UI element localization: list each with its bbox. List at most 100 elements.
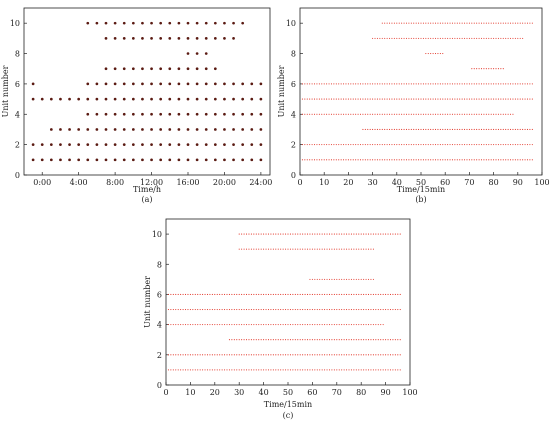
data-point [415, 144, 417, 146]
data-point [195, 128, 199, 131]
series-unit-7 [471, 68, 504, 70]
data-point [408, 159, 410, 161]
data-point [370, 324, 372, 326]
data-point [122, 128, 126, 131]
data-point [285, 339, 287, 341]
data-point [355, 144, 357, 146]
data-point [360, 339, 362, 341]
data-point [270, 293, 272, 296]
data-point [326, 159, 328, 161]
data-point [314, 308, 316, 311]
data-point [182, 324, 184, 326]
data-point [338, 113, 340, 115]
data-point [385, 339, 387, 341]
data-point [370, 369, 372, 371]
data-point [367, 144, 369, 146]
data-point [228, 369, 230, 371]
x-axis-title: Time/15min [397, 185, 445, 194]
data-point [253, 354, 255, 356]
data-point [522, 37, 524, 39]
data-point [297, 248, 299, 250]
data-point [439, 144, 441, 146]
data-point [228, 324, 230, 326]
data-point [456, 128, 458, 131]
data-point [476, 83, 478, 85]
data-point [299, 324, 301, 326]
data-point [422, 37, 424, 39]
data-point [357, 98, 359, 100]
data-point [250, 308, 252, 311]
data-point [328, 278, 331, 280]
y-tick-label: 6 [15, 80, 20, 89]
data-point [287, 354, 289, 356]
data-point [131, 158, 135, 162]
data-point [306, 159, 308, 161]
data-point [258, 248, 260, 250]
data-point [350, 113, 352, 115]
data-point [159, 128, 163, 131]
data-point [316, 113, 318, 115]
data-point [316, 324, 318, 326]
data-point [519, 83, 521, 85]
data-point [346, 308, 348, 311]
y-tick-label: 8 [157, 260, 162, 269]
data-point [131, 67, 135, 71]
data-point [289, 324, 291, 326]
data-point [384, 83, 386, 85]
x-tick-label: 70 [464, 178, 474, 187]
data-point [399, 233, 401, 235]
data-point [204, 97, 208, 101]
data-point [122, 112, 126, 116]
data-point [223, 37, 226, 40]
data-point [480, 113, 483, 115]
data-point [353, 324, 355, 326]
data-point [187, 293, 189, 296]
data-point [509, 159, 512, 161]
data-point [347, 113, 349, 115]
data-point [113, 67, 117, 71]
data-point [255, 354, 257, 356]
data-point [377, 324, 379, 326]
data-point [385, 233, 387, 235]
data-point [500, 128, 502, 131]
data-point [131, 97, 135, 101]
data-point [352, 98, 354, 100]
data-point [386, 83, 388, 85]
series-unit-6 [167, 293, 401, 296]
data-point [272, 308, 274, 311]
data-point [86, 128, 90, 131]
data-point [364, 113, 366, 115]
data-point [224, 369, 226, 371]
data-point [401, 37, 403, 39]
x-tick-label: 60 [440, 178, 450, 187]
data-point [31, 82, 35, 86]
data-point [131, 112, 135, 116]
data-point [195, 37, 199, 40]
y-tick-label: 0 [15, 171, 20, 180]
data-point [456, 159, 458, 161]
data-point [427, 22, 429, 24]
x-tick-label: 12:00 [140, 178, 163, 187]
data-point [260, 324, 262, 326]
x-tick-label: 10 [319, 178, 329, 187]
data-point [362, 83, 364, 85]
data-point [466, 128, 468, 131]
data-point [86, 112, 90, 116]
data-point [519, 144, 521, 146]
data-point [184, 369, 187, 371]
data-point [180, 369, 182, 371]
data-point [370, 278, 372, 280]
data-point [204, 158, 208, 162]
data-point [104, 21, 108, 25]
data-point [376, 98, 378, 100]
data-point [353, 233, 355, 235]
data-point [236, 293, 238, 296]
data-point [454, 83, 456, 85]
data-point [209, 293, 211, 296]
data-point [265, 324, 267, 326]
data-point [299, 354, 301, 356]
data-point [141, 112, 144, 116]
data-point [263, 339, 265, 341]
data-point [113, 143, 117, 146]
data-point [359, 113, 362, 115]
